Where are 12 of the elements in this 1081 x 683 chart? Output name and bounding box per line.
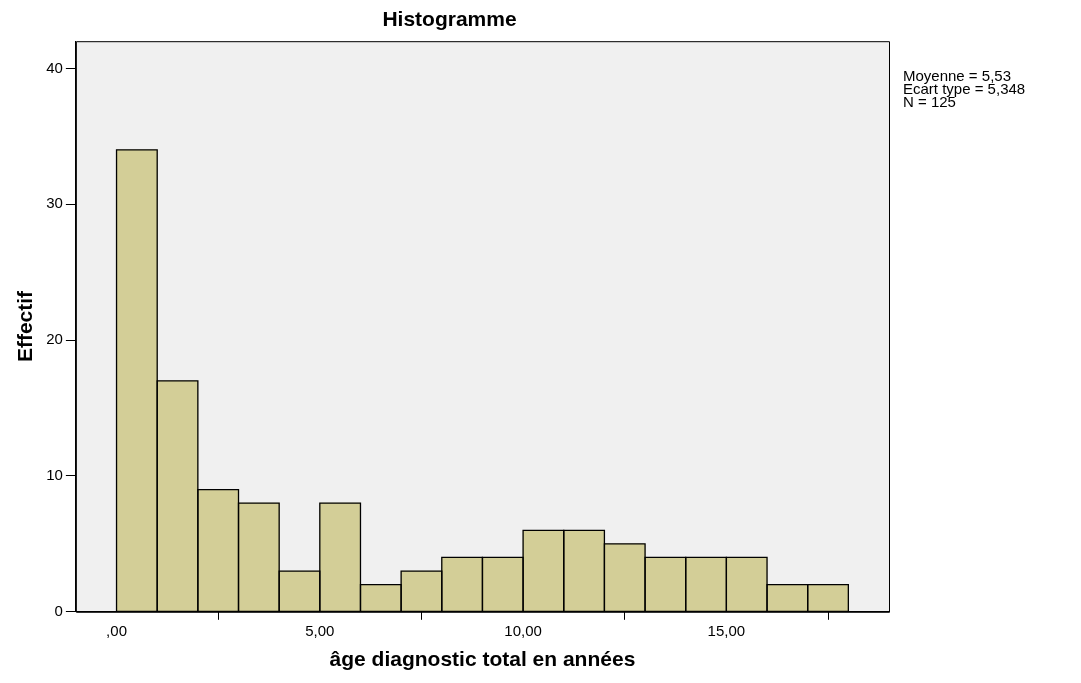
x-tick-label: ,00: [106, 621, 127, 639]
y-tick-label: 0: [54, 601, 63, 619]
y-tick-label: 30: [46, 194, 63, 212]
x-axis-title: âge diagnostic total en années: [329, 647, 636, 671]
chart-title: Histogramme: [382, 7, 517, 31]
y-axis-title: Effectif: [13, 289, 37, 363]
x-tick-label: 10,00: [504, 621, 542, 639]
y-tick-label: 40: [46, 58, 63, 76]
x-tick-label: 5,00: [305, 621, 335, 639]
y-tick-label: 10: [46, 466, 63, 484]
y-tick-label: 20: [46, 330, 63, 348]
x-tick-label: 15,00: [707, 621, 746, 639]
